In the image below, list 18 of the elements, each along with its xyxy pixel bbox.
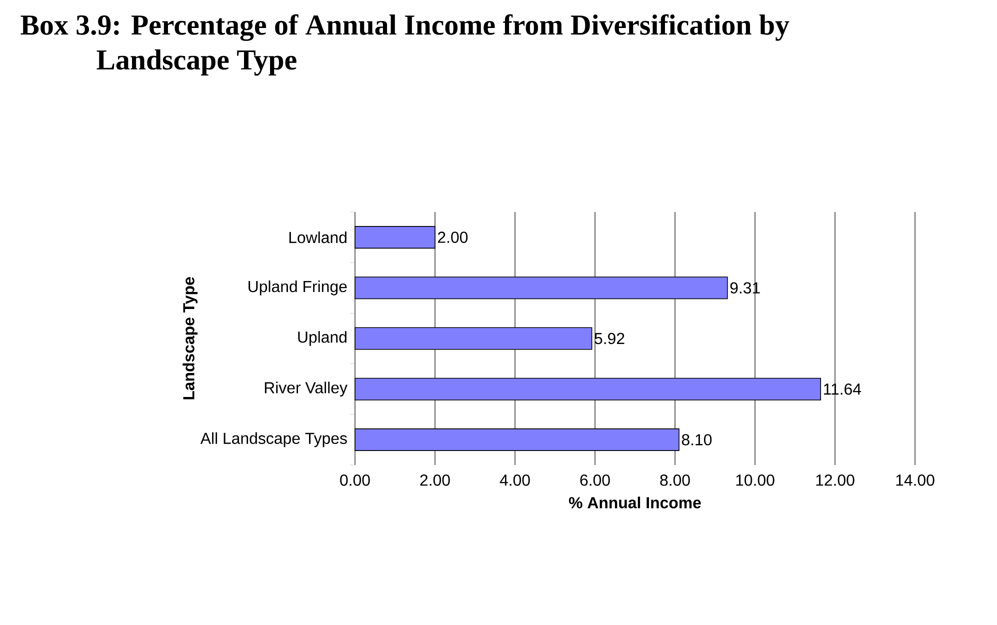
y-tick-label: Upland: [298, 331, 346, 346]
y-tick-label: Lowland: [289, 231, 346, 244]
data-label: 8.10: [682, 434, 712, 446]
x-tick-label: 6.00: [580, 474, 610, 486]
x-tick-label: 4.00: [500, 474, 530, 486]
x-tick-label: 14.00: [896, 474, 934, 486]
chart-title: Box 3.9: Percentage of Annual Income from Diversification by Landscape Type: [20, 14, 790, 76]
y-axis-title: Landscape Type: [182, 277, 198, 400]
x-axis-title: % Annual Income: [568, 496, 701, 508]
y-tick-label: River Valley: [264, 382, 348, 397]
x-tick-label: 10.00: [736, 474, 774, 486]
x-tick-label: 12.00: [816, 474, 854, 486]
y-tick-label: Upland Fringe: [248, 280, 347, 296]
x-tick-label: 2.00: [420, 474, 450, 486]
data-label: 2.00: [438, 232, 468, 243]
x-tick-label: 0.00: [340, 474, 370, 486]
x-tick-label: 8.00: [660, 474, 690, 486]
y-tick-label: All Landscape Types: [200, 432, 347, 448]
